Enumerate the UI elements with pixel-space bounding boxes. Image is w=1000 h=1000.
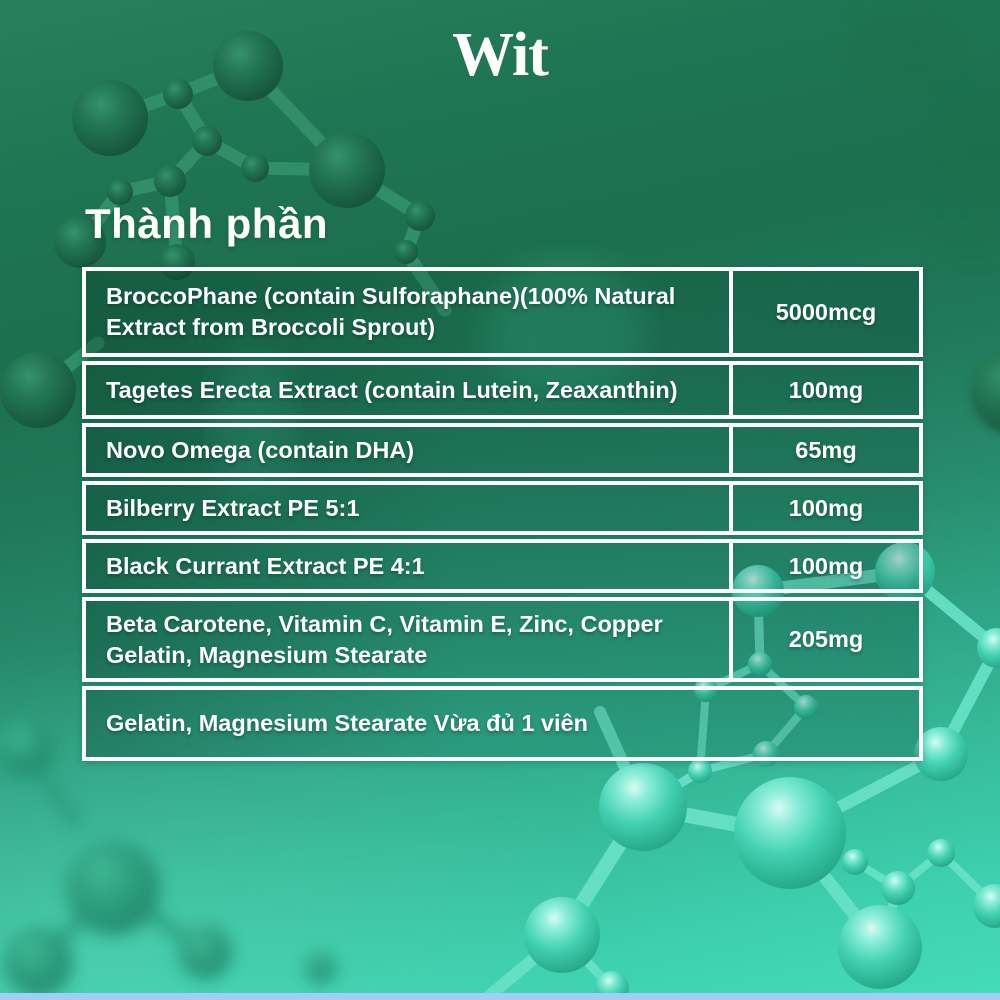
ingredient-name-cell: Tagetes Erecta Extract (contain Lutein, … (106, 376, 678, 403)
table-row: Novo Omega (contain DHA) 65mg (82, 423, 923, 477)
ingredient-amount-cell: 5000mcg (729, 271, 919, 353)
bottom-strip (0, 993, 1000, 1000)
table-row: Tagetes Erecta Extract (contain Lutein, … (82, 361, 923, 419)
ingredient-name-cell: BroccoPhane (contain Sulforaphane)(100% … (106, 283, 676, 340)
molecule-top-left (0, 31, 452, 428)
ingredient-amount-cell: 100mg (729, 543, 919, 589)
ingredient-name-cell: Black Currant Extract PE 4:1 (106, 552, 425, 579)
ingredients-table: BroccoPhane (contain Sulforaphane)(100% … (82, 267, 923, 761)
page-title: Thành phần (85, 200, 328, 247)
ingredient-amount-cell: 100mg (729, 485, 919, 531)
blurred-sphere-blobs (211, 5, 1000, 503)
molecule-bottom-right (476, 542, 1000, 1000)
brand-logo: Wit (452, 21, 549, 89)
ingredient-name-cell: Novo Omega (contain DHA) (106, 436, 415, 463)
table-row: Black Currant Extract PE 4:1 100mg (82, 539, 923, 593)
table-row: Bilberry Extract PE 5:1 100mg (82, 481, 923, 535)
ingredient-amount-cell: 65mg (729, 427, 919, 473)
table-row: Gelatin, Magnesium Stearate Vừa đủ 1 viê… (82, 686, 923, 761)
ingredient-name-cell: Gelatin, Magnesium Stearate Vừa đủ 1 viê… (106, 710, 588, 737)
ingredient-amount-cell: 100mg (729, 365, 919, 415)
ingredient-name-cell: Beta Carotene, Vitamin C, Vitamin E, Zin… (106, 610, 663, 668)
table-row: Beta Carotene, Vitamin C, Vitamin E, Zin… (82, 597, 923, 682)
table-row: BroccoPhane (contain Sulforaphane)(100% … (82, 267, 923, 357)
molecule-bottom-left (0, 720, 336, 997)
ingredient-name-cell: Bilberry Extract PE 5:1 (106, 494, 360, 521)
ingredient-amount-cell: 205mg (729, 601, 919, 678)
